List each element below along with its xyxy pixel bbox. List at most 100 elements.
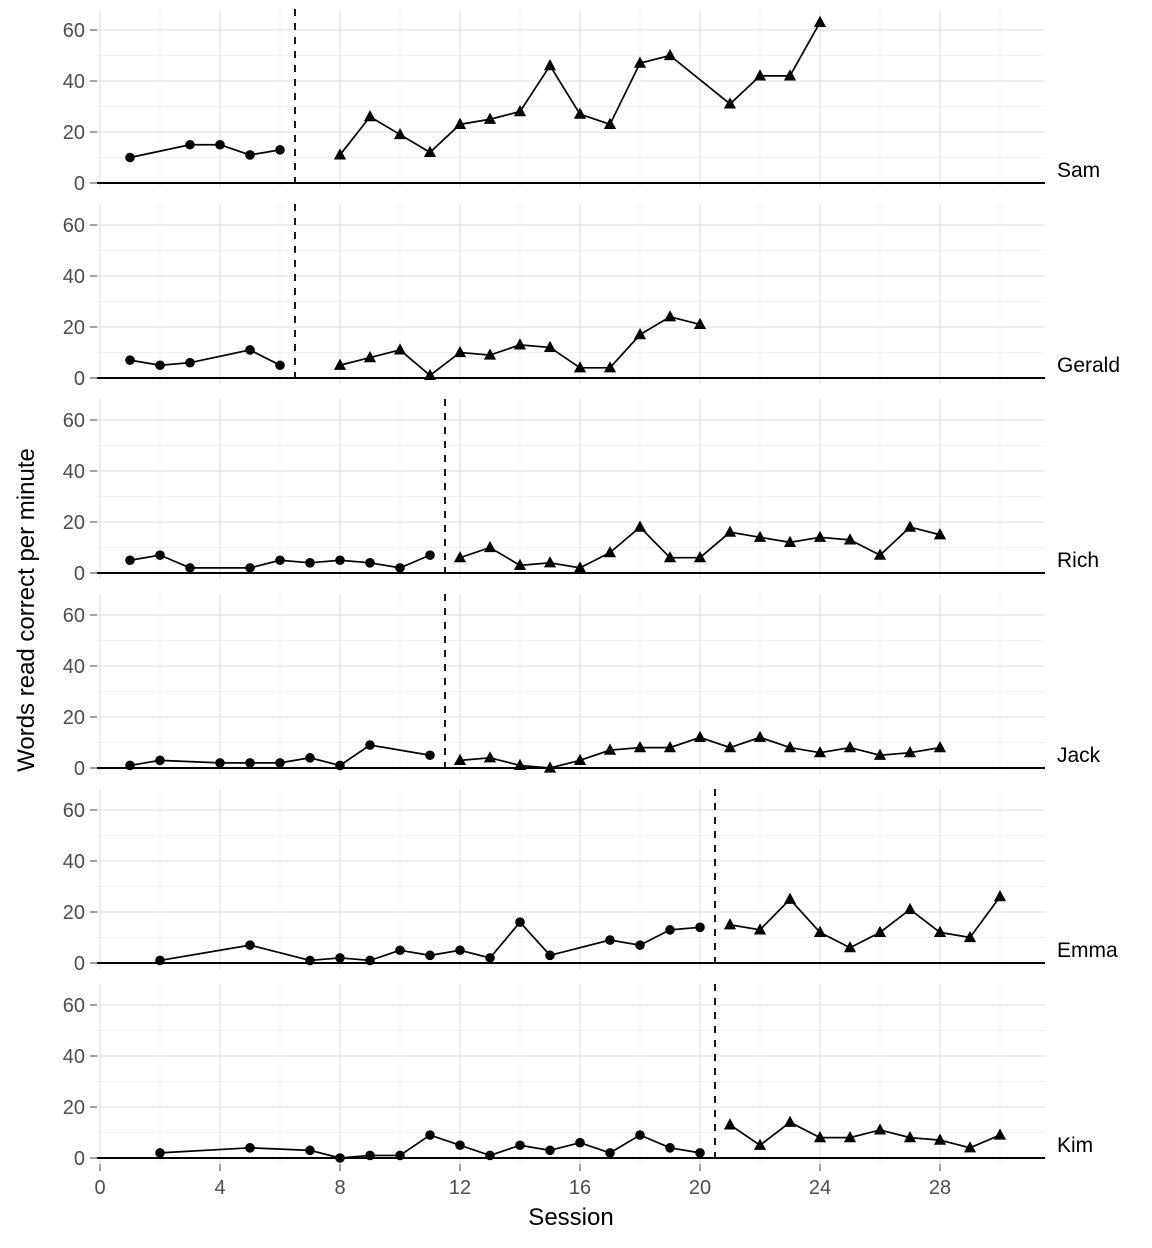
data-point-triangle (363, 110, 377, 122)
data-point-triangle (813, 15, 827, 27)
data-point-circle (245, 940, 255, 950)
data-point-triangle (393, 127, 407, 140)
y-tick-label: 0 (74, 563, 85, 585)
y-tick-label: 40 (63, 851, 85, 873)
data-point-circle (245, 345, 255, 355)
data-point-triangle (843, 941, 857, 953)
data-point-triangle (663, 48, 677, 61)
data-point-triangle (543, 761, 557, 773)
y-tick-label: 40 (63, 1046, 85, 1068)
data-point-triangle (723, 97, 737, 109)
data-point-triangle (933, 528, 947, 540)
data-point-triangle (603, 117, 617, 129)
data-point-triangle (453, 117, 467, 129)
y-tick-label: 20 (63, 902, 85, 924)
panel-label: Rich (1057, 549, 1099, 572)
data-point-triangle (483, 751, 497, 763)
data-point-triangle (783, 535, 797, 547)
x-tick-label: 0 (94, 1177, 105, 1199)
data-point-circle (275, 360, 285, 371)
data-point-triangle (903, 1131, 917, 1143)
data-point-circle (695, 922, 705, 933)
data-point-circle (425, 950, 435, 961)
data-point-circle (365, 1150, 375, 1161)
data-point-circle (335, 760, 345, 771)
data-point-circle (305, 753, 315, 763)
data-point-triangle (603, 743, 617, 755)
data-point-circle (485, 953, 495, 963)
y-tick-label: 60 (63, 20, 85, 42)
data-point-triangle (753, 1138, 767, 1150)
data-point-circle (125, 555, 135, 566)
data-point-circle (335, 953, 345, 963)
data-point-circle (665, 925, 675, 935)
data-point-circle (305, 558, 315, 568)
data-point-circle (155, 755, 165, 766)
data-point-triangle (633, 328, 647, 340)
data-point-circle (425, 750, 435, 761)
data-point-triangle (633, 520, 647, 532)
y-tick-label: 60 (63, 995, 85, 1017)
x-tick-label: 28 (929, 1177, 951, 1199)
data-point-circle (635, 1130, 645, 1140)
data-point-circle (335, 555, 345, 566)
data-point-triangle (933, 741, 947, 753)
x-tick-label: 8 (334, 1177, 345, 1199)
data-point-triangle (933, 1133, 947, 1145)
data-point-triangle (873, 1123, 887, 1135)
y-tick-label: 40 (63, 656, 85, 678)
data-point-triangle (963, 930, 977, 943)
data-point-triangle (843, 533, 857, 545)
panel-label: Kim (1057, 1134, 1093, 1157)
x-tick-label: 20 (689, 1177, 711, 1199)
y-tick-label: 20 (63, 707, 85, 729)
x-tick-label: 4 (214, 1177, 225, 1199)
panel-label: Sam (1057, 159, 1100, 182)
data-point-circle (605, 935, 615, 945)
y-tick-label: 20 (63, 1097, 85, 1119)
data-point-circle (185, 357, 195, 368)
y-tick-label: 60 (63, 215, 85, 237)
panel-kim: 0 20 40 60 Kim (63, 984, 1093, 1170)
data-point-triangle (873, 548, 887, 560)
data-point-triangle (753, 730, 767, 742)
data-point-triangle (783, 892, 797, 904)
data-point-circle (365, 955, 375, 966)
data-point-triangle (573, 361, 587, 373)
data-point-circle (275, 555, 285, 566)
data-point-triangle (723, 1118, 737, 1130)
data-point-circle (395, 945, 405, 956)
y-axis-title: Words read correct per minute (13, 448, 40, 772)
y-tick-label: 20 (63, 512, 85, 534)
y-tick-label: 20 (63, 317, 85, 339)
panel-label: Jack (1057, 744, 1101, 767)
data-point-triangle (723, 741, 737, 753)
data-point-triangle (693, 730, 707, 742)
data-point-circle (365, 740, 375, 750)
data-point-circle (155, 1148, 165, 1158)
series-line-baseline (159, 1134, 701, 1159)
data-point-triangle (393, 343, 407, 355)
panel-gerald: 0 20 40 60 Gerald (63, 204, 1120, 390)
data-point-circle (245, 758, 255, 768)
data-point-triangle (453, 345, 467, 358)
data-point-circle (185, 563, 195, 573)
series-line-intervention (729, 896, 1001, 949)
data-point-circle (305, 955, 315, 966)
data-point-triangle (843, 1131, 857, 1143)
data-point-circle (335, 1153, 345, 1163)
data-point-circle (125, 152, 135, 163)
data-point-circle (605, 1148, 615, 1158)
data-point-triangle (963, 1141, 977, 1153)
series-line-intervention (729, 1121, 1001, 1149)
data-point-triangle (753, 69, 767, 81)
data-point-triangle (993, 1128, 1007, 1140)
data-point-triangle (723, 525, 737, 537)
data-point-triangle (423, 145, 437, 157)
data-point-circle (125, 760, 135, 771)
y-tick-label: 20 (63, 122, 85, 144)
data-point-triangle (513, 758, 527, 771)
y-tick-label: 0 (74, 953, 85, 975)
data-point-triangle (453, 551, 467, 563)
